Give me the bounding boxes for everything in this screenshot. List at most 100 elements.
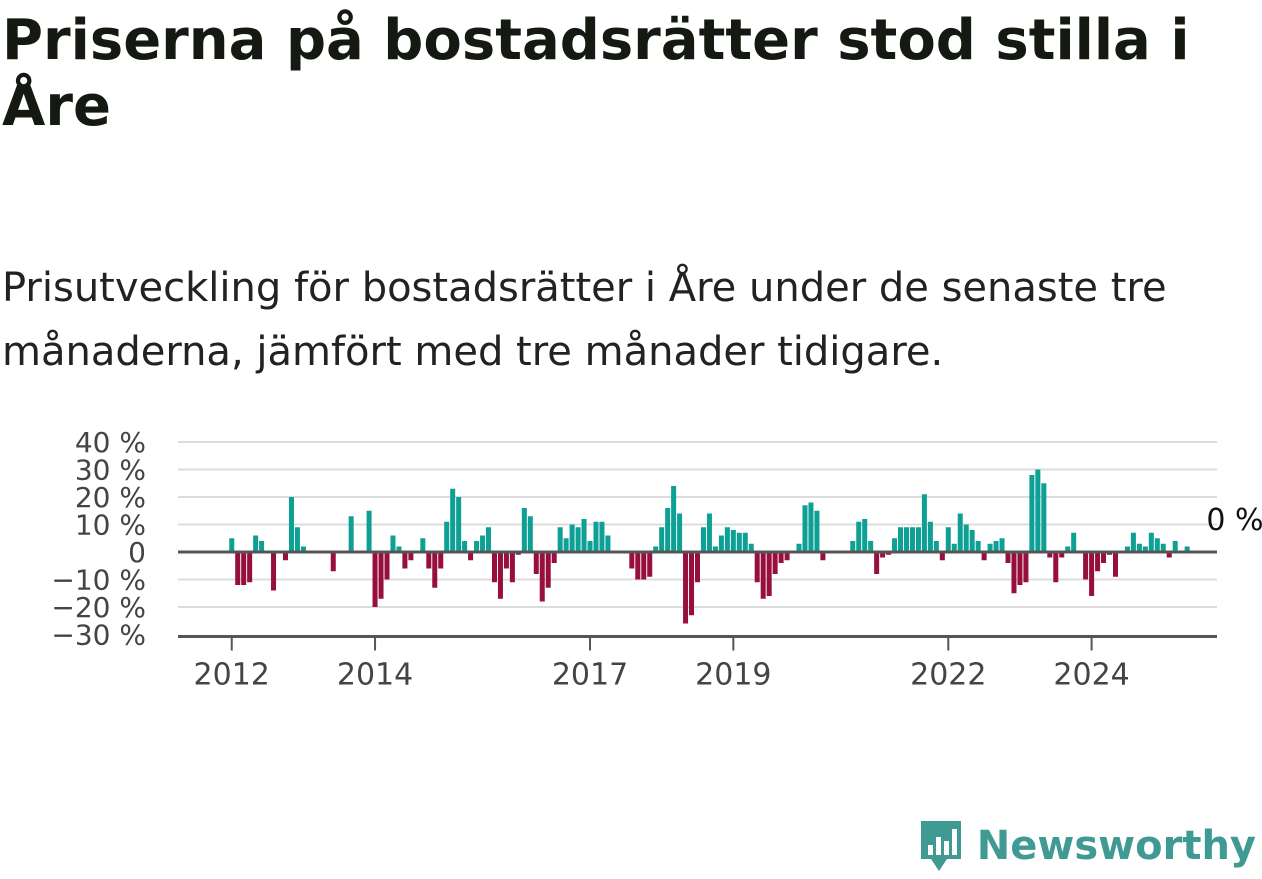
- axes: [178, 550, 1217, 638]
- bar: [641, 552, 647, 580]
- bar: [557, 527, 563, 552]
- bar: [689, 552, 695, 616]
- bar: [426, 552, 432, 569]
- bar: [945, 527, 951, 552]
- bars: [229, 469, 1190, 624]
- bar: [581, 519, 587, 552]
- bar: [1029, 475, 1035, 552]
- bar: [874, 552, 880, 574]
- bar: [814, 510, 820, 552]
- bar: [1095, 552, 1101, 572]
- bar: [486, 527, 492, 552]
- bar: [1154, 538, 1160, 552]
- bar: [593, 521, 599, 552]
- bar: [480, 535, 486, 552]
- bar: [796, 543, 802, 552]
- bar: [802, 505, 808, 552]
- bar: [754, 552, 760, 583]
- bar: [533, 552, 539, 574]
- bar: [575, 527, 581, 552]
- y-tick-label: −10 %: [51, 564, 146, 597]
- bar: [856, 521, 862, 552]
- bar: [1184, 546, 1190, 552]
- bar: [282, 552, 288, 561]
- bar: [921, 494, 927, 552]
- bar: [551, 552, 557, 563]
- bar: [348, 516, 354, 552]
- bar: [509, 552, 515, 583]
- bar: [1047, 552, 1053, 558]
- bar: [659, 527, 665, 552]
- bar: [271, 552, 277, 591]
- bar: [235, 552, 241, 585]
- bar: [521, 508, 527, 552]
- bar: [497, 552, 503, 599]
- bar: [432, 552, 438, 588]
- bar: [444, 521, 450, 552]
- bar: [808, 502, 814, 552]
- bar: [712, 546, 718, 552]
- bar: [903, 527, 910, 552]
- bar: [1112, 552, 1118, 577]
- bar: [402, 552, 408, 569]
- bar: [462, 541, 468, 552]
- bar: [1011, 552, 1017, 594]
- x-tick-label: 2024: [1053, 658, 1129, 693]
- y-tick-label: 0: [128, 536, 146, 569]
- bar: [1017, 552, 1023, 585]
- bar: [408, 552, 414, 561]
- x-tick-label: 2022: [910, 658, 986, 693]
- bar: [300, 546, 306, 552]
- bar: [898, 527, 904, 552]
- bar: [975, 541, 981, 552]
- bar: [396, 546, 402, 552]
- bar: [474, 541, 480, 552]
- bar: [1083, 552, 1089, 580]
- bar: [665, 508, 671, 552]
- bar: [629, 552, 635, 569]
- bar: [599, 521, 605, 552]
- y-tick-label: 30 %: [75, 454, 146, 487]
- bar: [706, 513, 712, 552]
- x-tick-label: 2014: [337, 658, 413, 693]
- bar: [868, 541, 874, 552]
- bar: [999, 538, 1005, 552]
- bar: [742, 532, 748, 552]
- bar: [700, 527, 706, 552]
- bar: [450, 488, 456, 552]
- bar: [760, 552, 766, 599]
- bar: [957, 513, 963, 552]
- bar: [438, 552, 444, 569]
- bar: [378, 552, 384, 599]
- bar: [772, 552, 778, 574]
- bar: [677, 513, 683, 552]
- bar: [247, 552, 253, 583]
- bar: [784, 552, 790, 561]
- bar: [491, 552, 497, 583]
- bar: [1053, 552, 1059, 583]
- y-tick-label: 20 %: [75, 481, 146, 514]
- bar: [987, 543, 993, 552]
- bar: [981, 552, 987, 561]
- chart-subtitle: Prisutveckling för bostadsrätter i Åre u…: [2, 265, 1167, 375]
- bar: [1101, 552, 1107, 563]
- bar: [1142, 546, 1148, 552]
- bar: [766, 552, 772, 596]
- bar: [1071, 532, 1077, 552]
- y-tick-label: 40 %: [75, 426, 146, 459]
- bar: [671, 486, 677, 552]
- bar: [730, 530, 736, 552]
- bar: [933, 541, 939, 552]
- bar: [1160, 543, 1166, 552]
- brand-name: Newsworthy: [976, 823, 1256, 869]
- bar: [963, 524, 969, 552]
- bar: [724, 527, 730, 552]
- bar: [718, 535, 724, 552]
- bar: [563, 538, 569, 552]
- bar: [229, 538, 235, 552]
- bar: [503, 552, 509, 569]
- y-tick-label: −30 %: [51, 619, 146, 652]
- newsworthy-logo-icon: [920, 821, 961, 871]
- bar: [862, 519, 868, 552]
- bar: [253, 535, 259, 552]
